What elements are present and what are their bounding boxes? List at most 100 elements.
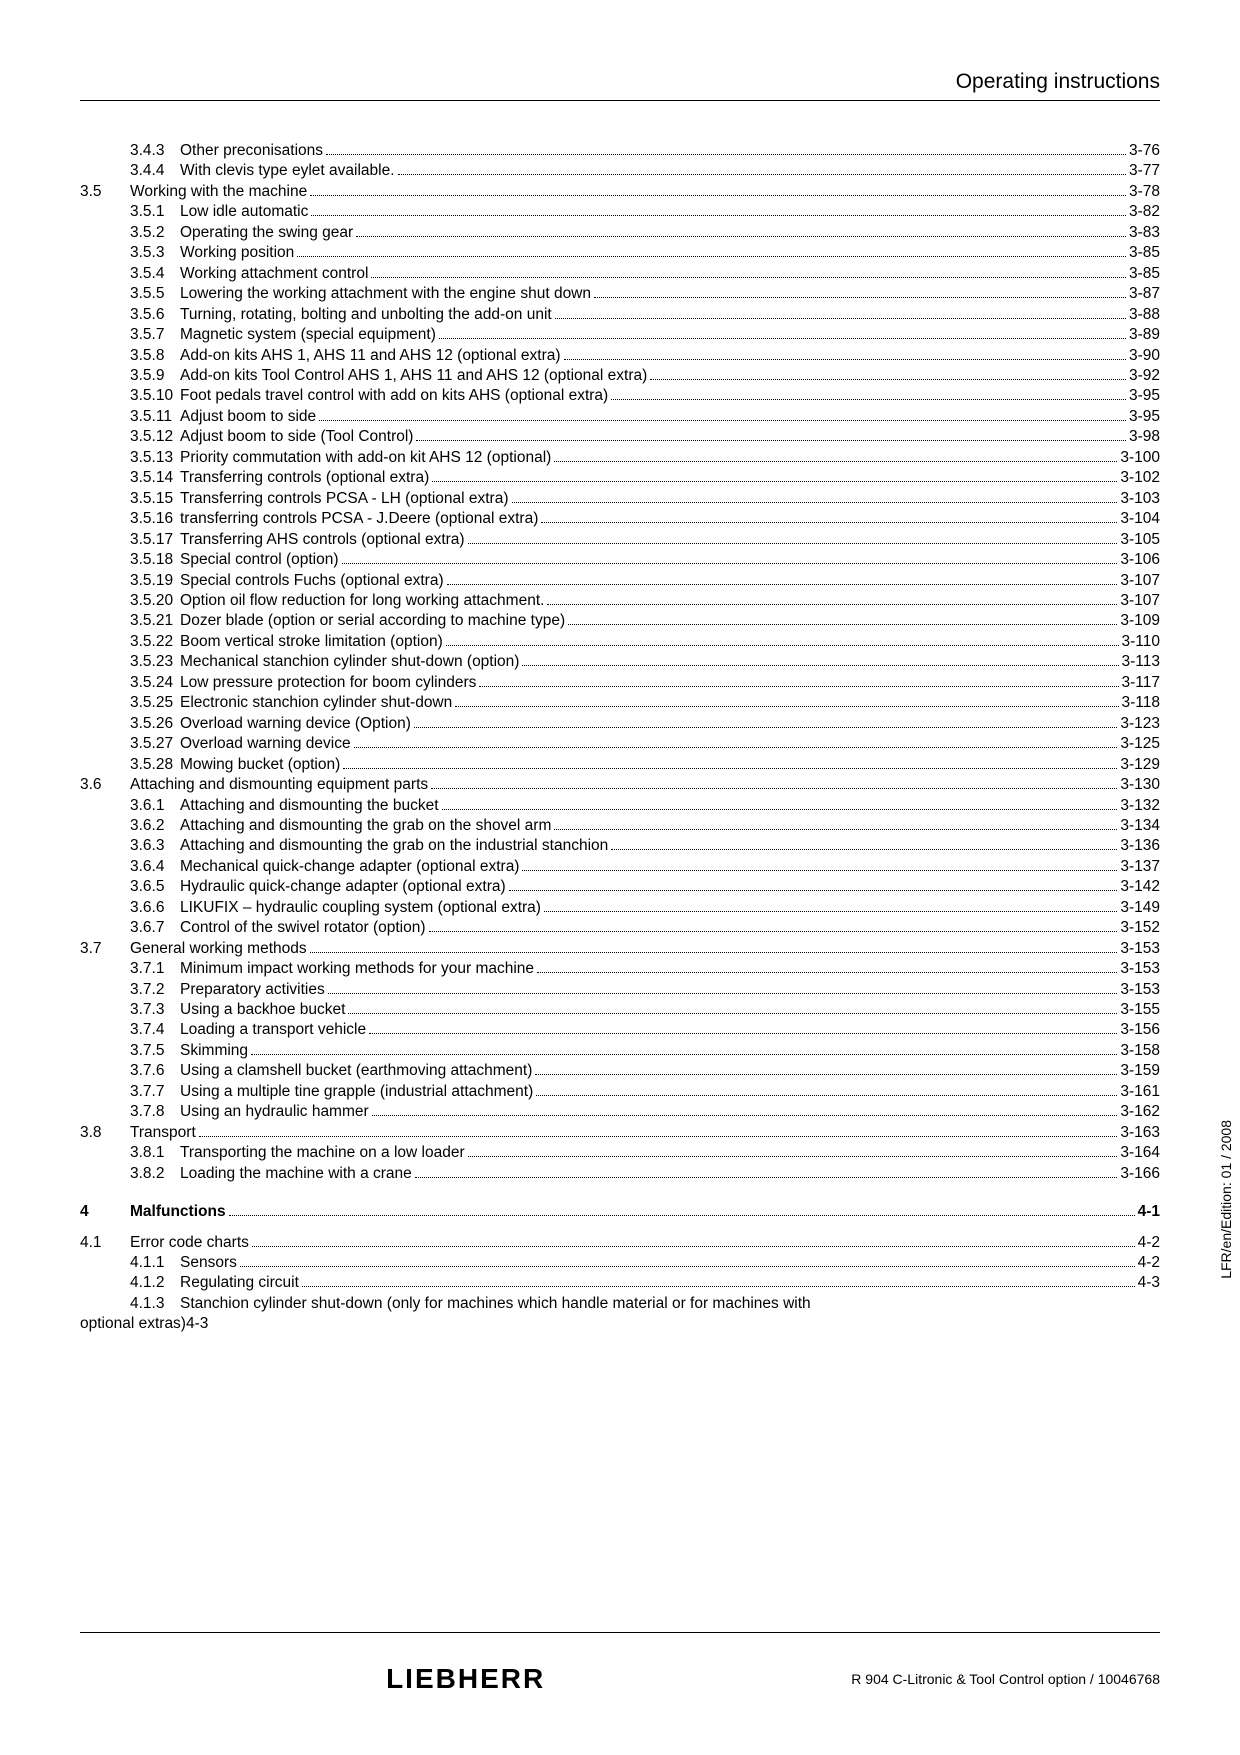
toc-subsection: 3.6.6LIKUFIX – hydraulic coupling system… — [80, 898, 1160, 918]
toc-subsection-label: Transporting the machine on a low loader — [180, 1143, 465, 1163]
toc-subsection-num: 3.7.6 — [130, 1061, 180, 1081]
toc-subsection-label: Using a multiple tine grapple (industria… — [180, 1082, 533, 1102]
toc-page-num: 3-109 — [1120, 611, 1160, 631]
toc-subsection: 3.7.5Skimming 3-158 — [80, 1041, 1160, 1061]
toc-subsection: 3.5.15Transferring controls PCSA - LH (o… — [80, 489, 1160, 509]
brand-logo: LIEBHERR — [386, 1663, 545, 1695]
toc-page-num: 3-110 — [1122, 632, 1161, 652]
toc-section: 4.1Error code charts 4-2 — [80, 1233, 1160, 1253]
toc-subsection-num: 3.6.1 — [130, 796, 180, 816]
page-footer: LIEBHERR R 904 C-Litronic & Tool Control… — [80, 1632, 1160, 1695]
toc-subsection: 3.6.1Attaching and dismounting the bucke… — [80, 796, 1160, 816]
toc-subsection-label: Other preconisations — [180, 141, 323, 161]
toc-page-num: 3-100 — [1120, 448, 1160, 468]
toc-page-num: 3-89 — [1129, 325, 1160, 345]
toc-subsection-label: Overload warning device — [180, 734, 351, 754]
toc-subsection: 3.5.2Operating the swing gear 3-83 — [80, 223, 1160, 243]
toc-subsection: 3.5.1Low idle automatic 3-82 — [80, 202, 1160, 222]
toc-section-label: Transport — [130, 1123, 196, 1143]
toc-subsection-label: Foot pedals travel control with add on k… — [180, 386, 608, 406]
toc-subsection: 3.5.4Working attachment control 3-85 — [80, 264, 1160, 284]
toc-page-num: 3-117 — [1122, 673, 1161, 693]
toc-subsection-num: 3.5.1 — [130, 202, 180, 222]
toc-subsection-num: 3.5.10 — [130, 386, 180, 406]
toc-page-num: 3-137 — [1120, 857, 1160, 877]
toc-subsection-label: Transferring controls PCSA - LH (optiona… — [180, 489, 509, 509]
toc-subsection-label: Add-on kits Tool Control AHS 1, AHS 11 a… — [180, 366, 647, 386]
toc-subsection-label: Control of the swivel rotator (option) — [180, 918, 426, 938]
toc-subsection-num: 3.5.5 — [130, 284, 180, 304]
toc-subsection-label: Using a clamshell bucket (earthmoving at… — [180, 1061, 532, 1081]
toc-subsection-num: 3.5.12 — [130, 427, 180, 447]
toc-subsection-num: 3.6.6 — [130, 898, 180, 918]
toc-page-num: 3-105 — [1120, 530, 1160, 550]
toc-page-num: 3-158 — [1120, 1041, 1160, 1061]
toc-section: 3.6Attaching and dismounting equipment p… — [80, 775, 1160, 795]
toc-page-num: 3-113 — [1122, 652, 1161, 672]
toc-subsection-label: Low idle automatic — [180, 202, 308, 222]
toc-page-num: 3-130 — [1120, 775, 1160, 795]
toc-section-label: Attaching and dismounting equipment part… — [130, 775, 428, 795]
toc-subsection: 3.6.2Attaching and dismounting the grab … — [80, 816, 1160, 836]
toc-subsection-num: 3.5.19 — [130, 571, 180, 591]
toc-subsection: 3.7.6Using a clamshell bucket (earthmovi… — [80, 1061, 1160, 1081]
toc-subsection: 3.5.21Dozer blade (option or serial acco… — [80, 611, 1160, 631]
toc-subsection-num: 3.5.2 — [130, 223, 180, 243]
toc-subsection-label: Attaching and dismounting the grab on th… — [180, 816, 551, 836]
toc-subsection-num: 3.5.26 — [130, 714, 180, 734]
toc-page-num: 3-85 — [1129, 264, 1160, 284]
toc-subsection-label: Mechanical quick-change adapter (optiona… — [180, 857, 519, 877]
toc-page-num: 3-107 — [1120, 591, 1160, 611]
toc-section-num: 3.8 — [80, 1123, 130, 1143]
toc-chapter-num: 4 — [80, 1202, 130, 1222]
toc-subsection: 3.5.17Transferring AHS controls (optiona… — [80, 530, 1160, 550]
toc-subsection: 3.5.19Special controls Fuchs (optional e… — [80, 571, 1160, 591]
toc-subsection-num: 3.5.28 — [130, 755, 180, 775]
toc-subsection-num: 3.5.7 — [130, 325, 180, 345]
toc-subsection-label: Boom vertical stroke limitation (option) — [180, 632, 443, 652]
toc-subsection: 3.4.4With clevis type eylet available. 3… — [80, 161, 1160, 181]
toc-subsection-label: Dozer blade (option or serial according … — [180, 611, 565, 631]
table-of-contents: 3.4.3Other preconisations 3-763.4.4With … — [80, 141, 1160, 1335]
toc-section-num: 3.5 — [80, 182, 130, 202]
toc-page-num: 3-90 — [1129, 346, 1160, 366]
toc-subsection-num: 3.5.4 — [130, 264, 180, 284]
toc-wrap-label: optional extras)4-3 — [80, 1314, 208, 1334]
toc-page-num: 3-118 — [1122, 693, 1161, 713]
toc-subsection-label: Transferring AHS controls (optional extr… — [180, 530, 465, 550]
toc-page-num: 3-87 — [1129, 284, 1160, 304]
toc-subsection-num: 3.8.2 — [130, 1164, 180, 1184]
toc-subsection-num: 3.6.7 — [130, 918, 180, 938]
toc-page-num: 3-161 — [1120, 1082, 1160, 1102]
toc-subsection-num: 3.7.8 — [130, 1102, 180, 1122]
toc-subsection: 3.6.7Control of the swivel rotator (opti… — [80, 918, 1160, 938]
toc-subsection-num: 3.4.4 — [130, 161, 180, 181]
toc-page-num: 3-85 — [1129, 243, 1160, 263]
toc-page-num: 3-125 — [1120, 734, 1160, 754]
toc-subsection: 3.5.5Lowering the working attachment wit… — [80, 284, 1160, 304]
toc-subsection-label: Attaching and dismounting the bucket — [180, 796, 439, 816]
toc-subsection-num: 3.5.17 — [130, 530, 180, 550]
toc-subsection-num: 3.5.16 — [130, 509, 180, 529]
toc-section-num: 3.7 — [80, 939, 130, 959]
toc-subsection-num: 3.7.4 — [130, 1020, 180, 1040]
toc-page-num: 3-107 — [1120, 571, 1160, 591]
toc-subsection-num: 3.7.3 — [130, 1000, 180, 1020]
toc-subsection-num: 3.5.25 — [130, 693, 180, 713]
toc-subsection: 4.1.1Sensors 4-2 — [80, 1253, 1160, 1273]
toc-subsection: 3.5.14Transferring controls (optional ex… — [80, 468, 1160, 488]
toc-page-num: 3-164 — [1120, 1143, 1160, 1163]
toc-page-num: 3-153 — [1120, 959, 1160, 979]
toc-subsection-label: Special controls Fuchs (optional extra) — [180, 571, 444, 591]
toc-page-num: 3-76 — [1129, 141, 1160, 161]
toc-page-num: 3-136 — [1120, 836, 1160, 856]
toc-page-num: 3-155 — [1120, 1000, 1160, 1020]
toc-page-num: 3-82 — [1129, 202, 1160, 222]
toc-page-num: 3-78 — [1129, 182, 1160, 202]
toc-subsection-label: Turning, rotating, bolting and unbolting… — [180, 305, 552, 325]
toc-subsection-label: Working attachment control — [180, 264, 368, 284]
toc-subsection-label: Loading a transport vehicle — [180, 1020, 366, 1040]
toc-subsection: 3.5.23Mechanical stanchion cylinder shut… — [80, 652, 1160, 672]
toc-subsection-num: 3.7.7 — [130, 1082, 180, 1102]
toc-section-label: General working methods — [130, 939, 307, 959]
